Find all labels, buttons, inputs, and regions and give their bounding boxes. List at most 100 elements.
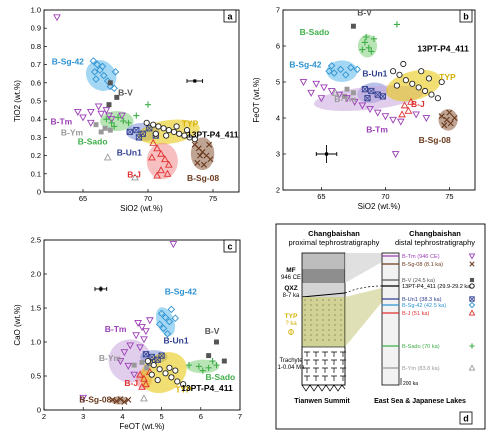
chart-panel-a: 65 70 75 0 0.1 0.2 0.3 0.4 0.5 0.6 0.7 0.8 0.9 1.0 SiO…	[13, 6, 240, 213]
y-tick-label: 0.7	[31, 60, 41, 69]
data-point	[171, 314, 180, 322]
typ-dot	[322, 314, 324, 316]
series-label: B-Sg-42	[165, 286, 197, 296]
series-ungrouped	[331, 88, 340, 96]
data-point	[168, 374, 175, 381]
x-axis-label: SiO2 (wt.%)	[120, 204, 163, 213]
data-point	[350, 98, 359, 106]
series-b-v	[206, 339, 227, 364]
y-tick-label: 0.3	[31, 133, 41, 142]
data-point	[142, 328, 150, 336]
data-point-cross	[148, 354, 155, 360]
data-point	[396, 118, 405, 126]
data-point	[153, 171, 161, 179]
data-point	[421, 87, 429, 95]
data-point	[100, 71, 108, 80]
distal-layer-marker	[469, 296, 475, 302]
series-b-tm	[53, 14, 126, 127]
typ-dot	[316, 299, 318, 301]
series-b-un1	[361, 86, 386, 102]
typ-dot	[322, 329, 324, 331]
typ-dot	[316, 329, 318, 331]
data-point	[196, 152, 204, 159]
typ-dot	[310, 309, 312, 311]
data-point	[166, 364, 173, 371]
y-tick-label: 0.8	[31, 42, 41, 51]
series-label: B-Ym	[99, 353, 122, 363]
data-point	[155, 320, 164, 329]
data-point	[185, 362, 193, 369]
series-typ	[389, 60, 445, 102]
distal-layer-marker	[469, 283, 475, 289]
data-point	[446, 109, 453, 116]
typ-dot	[328, 314, 330, 316]
data-point	[163, 132, 170, 139]
typ-dot	[328, 329, 330, 331]
series-label: B-V	[205, 326, 220, 336]
typ-dot	[310, 299, 312, 301]
series-label: B-V	[118, 88, 133, 98]
series-label: B-Un1	[117, 148, 142, 158]
data-point	[327, 88, 336, 96]
data-point	[144, 101, 152, 108]
x-tick-label: 70	[144, 194, 152, 203]
typ-dot	[334, 324, 336, 326]
data-point	[140, 394, 148, 402]
data-point	[148, 153, 156, 161]
trachyte-symbol	[331, 375, 337, 381]
trachyte-symbol	[322, 367, 328, 373]
distal-layer-marker-box	[469, 296, 475, 302]
data-point	[142, 380, 150, 388]
data-point	[422, 115, 431, 123]
series-label: B-Tm	[366, 124, 388, 134]
data-point	[111, 123, 118, 130]
data-point	[158, 352, 165, 359]
data-point	[438, 113, 445, 120]
data-point	[361, 86, 369, 93]
data-point	[79, 394, 88, 402]
typ-dot	[340, 309, 342, 311]
data-point	[350, 90, 356, 96]
data-point	[363, 33, 370, 41]
data-point-cross	[126, 129, 133, 135]
data-point	[209, 357, 216, 365]
data-point	[143, 119, 150, 126]
data-point	[90, 68, 99, 76]
data-point	[381, 113, 390, 121]
data-point	[124, 362, 133, 370]
data-point	[336, 65, 345, 74]
data-point	[98, 62, 107, 71]
series-label: B-J	[411, 99, 425, 109]
data-point	[438, 78, 445, 86]
data-point	[159, 324, 168, 333]
data-point	[428, 91, 435, 98]
data-point	[163, 330, 172, 338]
proximal-subtitle: proximal tephrostratigraphy	[289, 238, 380, 247]
data-point	[103, 116, 110, 123]
series-label: TYP	[175, 384, 192, 394]
x-axis-label: SiO2 (wt.%)	[358, 202, 401, 211]
distal-layer-label: B-J (51 ka)	[402, 311, 429, 317]
typ-dot	[316, 314, 318, 316]
data-point	[102, 125, 108, 131]
typ-dot	[322, 304, 324, 306]
data-point	[132, 332, 140, 340]
panel-label-box	[459, 411, 473, 425]
typ-dot	[340, 314, 342, 316]
distal-footer: East Sea & Japanese Lakes	[374, 398, 466, 405]
y-tick-label: 0.6	[31, 78, 41, 87]
data-point	[164, 160, 173, 168]
x-tick-label: 2	[42, 412, 46, 421]
trachyte-label: Trachyte	[279, 358, 303, 364]
typ-dot	[310, 329, 312, 331]
qxz-label: QXZ	[284, 285, 297, 292]
data-point	[165, 317, 174, 326]
data-point	[191, 136, 198, 143]
column-base	[301, 384, 346, 392]
series-ungrouped	[103, 153, 139, 181]
data-point	[138, 382, 146, 390]
typ-dot	[334, 304, 336, 306]
distal-subtitle: distal tephrostratigraphy	[395, 238, 475, 247]
data-point-cross	[364, 95, 371, 102]
data-point	[307, 89, 316, 97]
